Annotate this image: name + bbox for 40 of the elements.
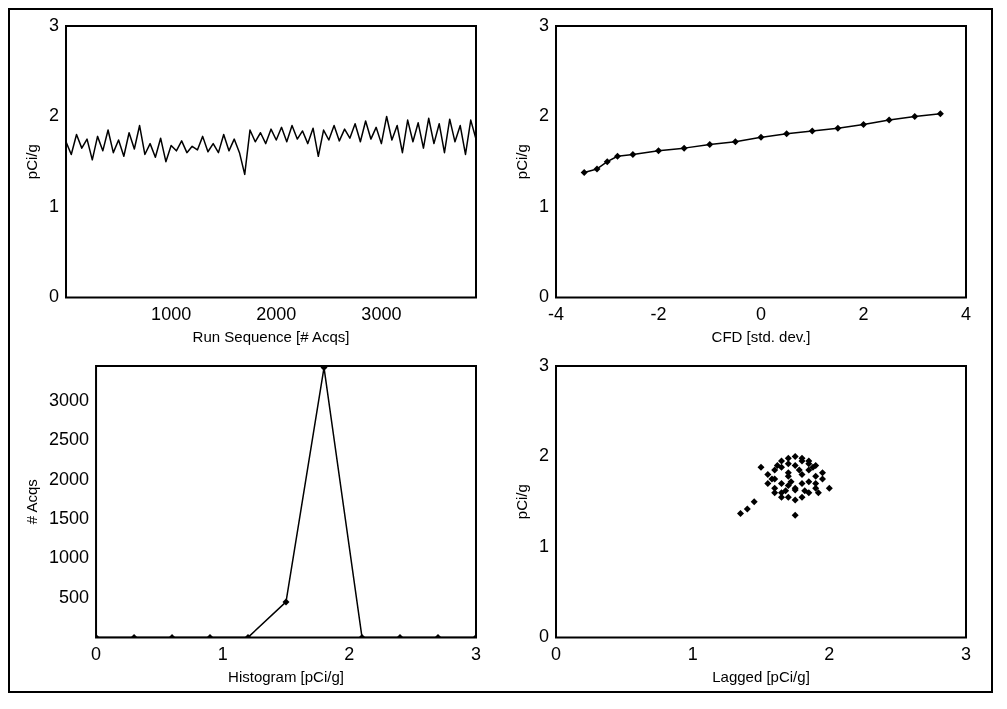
y-tick-label: 3: [49, 14, 60, 35]
y-tick-label: 500: [59, 586, 90, 607]
x-tick-label: 1000: [151, 304, 192, 325]
x-tick-label: 2: [824, 644, 835, 665]
x-axis-title: Histogram [pCi/g]: [228, 668, 344, 686]
y-axis-title: pCi/g: [513, 144, 531, 180]
y-axis-title: # Acqs: [23, 479, 41, 525]
y-tick-label: 3: [539, 354, 550, 375]
y-tick-label: 1: [49, 195, 60, 216]
x-tick-label: 2000: [256, 304, 297, 325]
y-tick-label: 0: [49, 286, 60, 307]
x-tick-label: -4: [548, 304, 565, 325]
x-tick-label: 3: [960, 644, 972, 665]
x-tick-label: 4: [960, 304, 972, 325]
x-tick-label: 1: [217, 644, 228, 665]
y-tick-label: 1: [539, 535, 550, 556]
x-tick-label: 1: [687, 644, 698, 665]
y-axis-title: pCi/g: [23, 144, 41, 180]
x-tick-label: 3000: [361, 304, 402, 325]
x-tick-label: 3: [470, 644, 482, 665]
y-tick-label: 1: [539, 195, 550, 216]
x-tick-label: 0: [756, 304, 767, 325]
x-axis-title: CFD [std. dev.]: [711, 328, 811, 346]
x-tick-label: -2: [650, 304, 667, 325]
x-axis-title: Lagged [pCi/g]: [712, 668, 810, 686]
y-tick-label: 2000: [49, 468, 90, 489]
y-tick-label: 2: [49, 105, 60, 126]
x-axis-title: Run Sequence [# Acqs]: [192, 328, 350, 346]
y-tick-label: 2: [539, 105, 550, 126]
y-tick-label: 2: [539, 445, 550, 466]
y-tick-label: 3: [539, 14, 550, 35]
y-axis-title: pCi/g: [513, 484, 531, 520]
y-tick-label: 2500: [49, 429, 90, 450]
x-tick-label: 2: [858, 304, 869, 325]
y-tick-label: 1500: [49, 508, 90, 529]
y-tick-label: 1000: [49, 547, 90, 568]
y-tick-label: 0: [539, 286, 550, 307]
y-tick-label: 3000: [49, 389, 90, 410]
y-tick-label: 0: [539, 626, 550, 647]
x-tick-label: 2: [344, 644, 355, 665]
